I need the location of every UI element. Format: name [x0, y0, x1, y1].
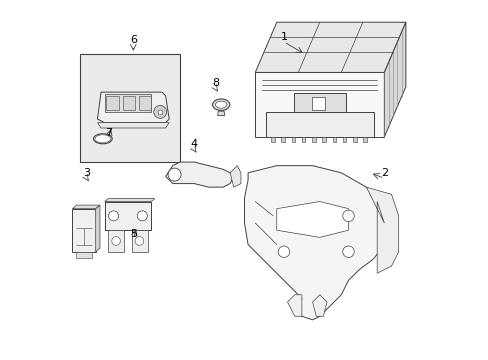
Polygon shape — [122, 96, 135, 110]
Polygon shape — [255, 22, 405, 72]
Polygon shape — [106, 96, 119, 110]
Circle shape — [168, 168, 181, 181]
Polygon shape — [255, 72, 384, 137]
Polygon shape — [76, 252, 92, 258]
Polygon shape — [96, 205, 100, 252]
Polygon shape — [281, 137, 285, 142]
Polygon shape — [312, 295, 326, 316]
Bar — [158, 110, 162, 114]
Circle shape — [112, 237, 120, 245]
Polygon shape — [293, 93, 345, 112]
Polygon shape — [104, 202, 151, 230]
Text: 8: 8 — [212, 78, 219, 88]
Circle shape — [342, 210, 353, 222]
Circle shape — [278, 246, 289, 257]
Circle shape — [135, 237, 143, 245]
Circle shape — [108, 211, 119, 221]
Polygon shape — [72, 209, 96, 252]
Polygon shape — [104, 199, 155, 202]
Polygon shape — [244, 166, 384, 320]
Polygon shape — [366, 187, 398, 273]
Text: 5: 5 — [130, 229, 137, 239]
Polygon shape — [311, 137, 315, 142]
Circle shape — [153, 105, 166, 118]
Circle shape — [342, 246, 353, 257]
Polygon shape — [165, 162, 233, 187]
Polygon shape — [301, 137, 305, 142]
Ellipse shape — [212, 99, 229, 111]
Text: 1: 1 — [280, 32, 287, 41]
Polygon shape — [72, 205, 100, 209]
Polygon shape — [332, 137, 336, 142]
Text: 4: 4 — [190, 139, 198, 149]
Polygon shape — [276, 202, 348, 237]
Polygon shape — [363, 137, 366, 142]
Polygon shape — [270, 137, 274, 142]
Polygon shape — [311, 97, 324, 109]
Ellipse shape — [95, 135, 110, 143]
Circle shape — [137, 211, 147, 221]
Text: 7: 7 — [104, 129, 112, 138]
Polygon shape — [384, 22, 405, 137]
Text: 3: 3 — [83, 168, 90, 178]
Polygon shape — [230, 166, 241, 187]
Polygon shape — [322, 137, 325, 142]
Polygon shape — [217, 111, 224, 116]
Bar — [80, 54, 180, 162]
Polygon shape — [265, 112, 373, 137]
Ellipse shape — [93, 134, 112, 144]
Text: 2: 2 — [380, 168, 387, 178]
Polygon shape — [97, 92, 169, 123]
Polygon shape — [131, 230, 147, 252]
Polygon shape — [97, 123, 169, 128]
Text: 6: 6 — [130, 35, 137, 45]
Polygon shape — [104, 94, 151, 112]
Ellipse shape — [215, 101, 226, 108]
Polygon shape — [352, 137, 356, 142]
Polygon shape — [287, 295, 301, 316]
Polygon shape — [291, 137, 295, 142]
Polygon shape — [139, 96, 151, 110]
Polygon shape — [342, 137, 346, 142]
Polygon shape — [108, 230, 124, 252]
